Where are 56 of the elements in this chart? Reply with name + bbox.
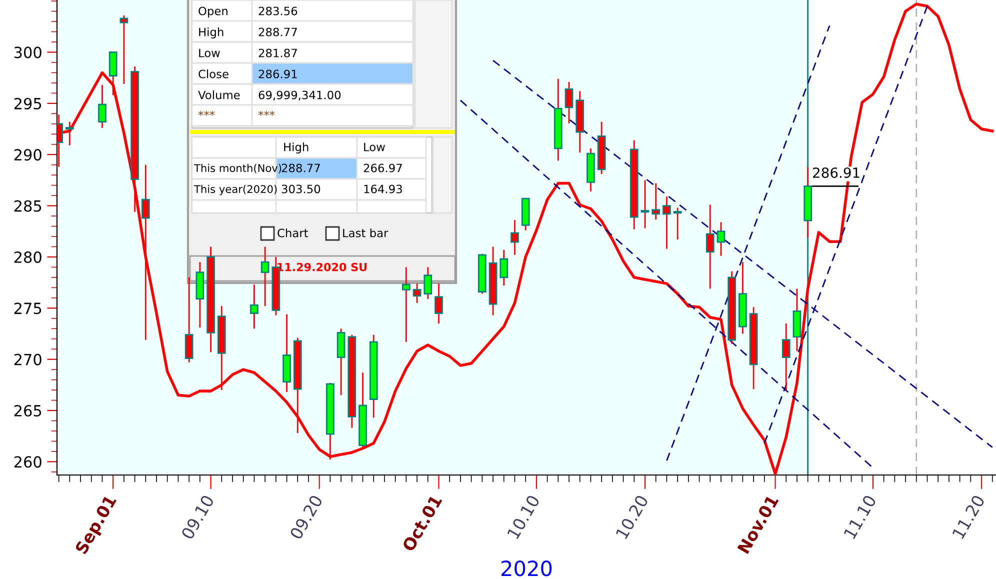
- y-tick-label: 270: [14, 354, 42, 366]
- annotation: ***: [258, 110, 275, 116]
- annotation: 283.56: [258, 6, 298, 16]
- candlestick: [108, 52, 118, 96]
- candlestick: [716, 221, 726, 257]
- candlestick: [184, 276, 194, 364]
- candlestick: [98, 84, 106, 129]
- annotation: Last bar: [343, 228, 388, 238]
- annotation: This year(2020): [194, 184, 277, 196]
- annotation: 288.77: [282, 164, 320, 172]
- candlestick: [652, 182, 660, 220]
- y-tick-label: 295: [14, 98, 42, 110]
- candlestick: [706, 204, 714, 290]
- annotation: 303.50: [282, 184, 320, 194]
- candlestick: [500, 249, 508, 286]
- annotation: High: [199, 27, 224, 39]
- candlestick: [782, 322, 790, 391]
- annotation: 164.93: [364, 184, 402, 194]
- annotation: This month(Nov): [194, 164, 282, 174]
- annotation: 286.91: [258, 70, 297, 78]
- candlestick: [640, 179, 650, 229]
- candlestick: [260, 246, 270, 307]
- candlestick: [564, 81, 574, 124]
- candlestick: [662, 196, 671, 250]
- x-axis-title: 2020: [502, 560, 552, 576]
- candlestick: [412, 282, 422, 304]
- annotation: 281.87: [258, 48, 297, 58]
- candlestick: [120, 14, 128, 85]
- candlestick: [65, 121, 74, 146]
- candlestick: [510, 219, 519, 256]
- annotation: Chart: [278, 228, 308, 238]
- annotation: Volume: [198, 90, 240, 100]
- y-tick-label: 285: [14, 200, 42, 212]
- y-tick-label: 280: [14, 251, 42, 263]
- y-tick-label: 260: [14, 456, 42, 468]
- annotation: 286.91: [813, 167, 860, 178]
- y-tick-label: 300: [14, 46, 42, 58]
- y-tick-label: 290: [14, 149, 42, 161]
- candlestick: [402, 266, 410, 343]
- annotation: 288.77: [258, 28, 297, 36]
- annotation: 266.97: [364, 164, 402, 172]
- annotation: Open: [198, 6, 228, 18]
- annotation: 11.29.2020 SU: [278, 262, 367, 272]
- annotation: ***: [198, 110, 215, 116]
- annotation: Close: [198, 69, 228, 78]
- annotation: High: [284, 142, 308, 154]
- candlestick: [673, 207, 682, 240]
- y-tick-label: 275: [14, 302, 42, 314]
- annotation: 69,999,341.00: [258, 90, 341, 100]
- y-tick-label: 265: [14, 404, 42, 417]
- annotation: Low: [199, 48, 220, 58]
- annotation: Low: [364, 142, 385, 152]
- candlestick: [141, 164, 150, 341]
- candlestick: [434, 282, 443, 324]
- candlestick: [250, 284, 258, 330]
- candlestick: [424, 266, 432, 300]
